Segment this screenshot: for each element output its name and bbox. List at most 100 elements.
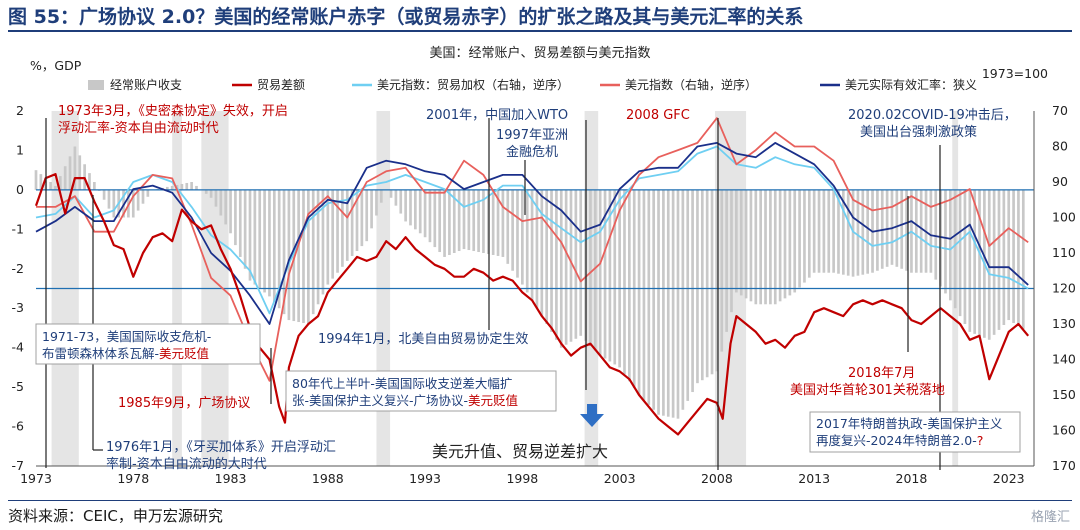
current-account-bar	[516, 189, 519, 278]
right-tick-label: 150	[1052, 387, 1076, 402]
current-account-bar	[574, 189, 578, 339]
x-tick-label: 1988	[312, 471, 344, 486]
current-account-bar	[307, 189, 310, 324]
x-tick-label: 2008	[701, 471, 733, 486]
down-arrow-icon	[580, 404, 604, 427]
current-account-bar	[963, 189, 967, 324]
current-account-bar	[268, 189, 271, 297]
current-account-bar	[496, 189, 500, 256]
current-account-bar	[457, 189, 461, 252]
left-tick-label: 2	[16, 103, 24, 118]
current-account-bar	[58, 176, 62, 190]
current-account-bar	[521, 189, 524, 285]
current-account-bar	[238, 189, 242, 257]
current-account-bar	[370, 189, 373, 229]
current-account-bar	[443, 189, 446, 257]
right-tick-label: 90	[1052, 174, 1068, 189]
x-tick-label: 1998	[506, 471, 538, 486]
current-account-bar	[219, 189, 223, 216]
current-account-bar	[248, 189, 252, 281]
current-account-bar	[744, 189, 748, 299]
right-tick-label: 140	[1052, 352, 1076, 367]
current-account-bar	[535, 189, 539, 309]
current-account-bar	[73, 146, 77, 190]
current-account-bar	[812, 189, 816, 273]
current-account-bar	[773, 189, 777, 305]
current-account-bar	[555, 189, 558, 340]
annotation-trump-1: 2017年特朗普执政-美国保护主义	[816, 416, 1003, 431]
current-account-bar	[637, 189, 641, 395]
current-account-bar	[336, 189, 339, 273]
annotation-gfc: 2008 GFC	[626, 108, 690, 123]
source-rule	[8, 500, 1072, 501]
trade-balance-line	[34, 173, 1030, 436]
current-account-bar	[297, 189, 300, 323]
current-account-bar	[423, 189, 427, 238]
current-account-bar	[939, 189, 942, 287]
legend-swatch-current-account	[88, 80, 104, 90]
annotation-crisis-2a: 布雷顿森林体系瓦解-	[42, 346, 159, 361]
annotation-nafta: 1994年1月，北美自由贸易协定生效	[318, 332, 528, 347]
annotation-covid-1: 2020.02COVID-19冲击后，	[848, 108, 1017, 123]
current-account-bar	[832, 189, 835, 273]
legend-label-usd-real-effective: 美元实际有效汇率：狭义	[845, 77, 977, 92]
current-account-bar	[1017, 189, 1020, 326]
current-account-bar	[900, 189, 904, 269]
current-account-bar	[944, 189, 947, 294]
current-account-bar	[365, 189, 369, 242]
current-account-bar	[477, 189, 480, 253]
current-account-bar	[997, 189, 1001, 330]
current-account-bar	[511, 189, 514, 271]
annotation-covid-2: 美国出台强刺激政策	[860, 124, 977, 140]
current-account-bar	[564, 189, 568, 345]
current-account-bar	[292, 189, 296, 322]
current-account-bar	[326, 189, 330, 285]
left-tick-label: -4	[12, 340, 25, 355]
current-account-bar	[710, 189, 714, 375]
current-account-bar	[321, 189, 325, 295]
current-account-bar	[49, 182, 52, 190]
current-account-bar	[311, 189, 315, 315]
current-account-bar	[739, 189, 743, 296]
current-account-bar	[467, 189, 471, 251]
current-account-bar	[662, 189, 665, 416]
current-account-bar	[136, 189, 140, 211]
current-account-bar	[657, 189, 660, 415]
right-tick-label: 100	[1052, 210, 1076, 225]
x-tick-label: 2023	[993, 471, 1025, 486]
current-account-bar	[803, 189, 806, 283]
annotation-wto: 2001年，中国加入WTO	[426, 108, 568, 123]
annotation-tariff-1: 2018年7月	[848, 366, 915, 381]
x-tick-label: 1983	[215, 471, 247, 486]
current-account-bar	[992, 189, 996, 335]
annotation-eighties-2a: 张-美国保护主义复兴-广场协议-	[292, 393, 468, 408]
current-account-bar	[788, 189, 792, 296]
chart-subtitle: 美国：经常账户、贸易差额与美元指数	[429, 45, 650, 61]
current-account-bar	[603, 189, 607, 359]
current-account-bar	[642, 189, 646, 400]
current-account-bar	[525, 189, 529, 293]
current-account-bar	[866, 189, 870, 274]
legend: 经常账户收支 贸易差额 美元指数：贸易加权（右轴，逆序） 美元指数（右轴，逆序）…	[88, 77, 977, 92]
annotations: 1973年3月，《史密森协定》失效，开启 浮动汇率-资本自由流动时代 1971-…	[42, 103, 1017, 472]
current-account-bar	[331, 189, 335, 279]
right-tick-label: 70	[1052, 103, 1068, 118]
current-account-bar	[282, 189, 286, 315]
current-account-bar	[34, 170, 38, 190]
current-account-bar	[569, 189, 573, 342]
annotation-bretton-woods-1: 1973年3月，《史密森协定》失效，开启	[58, 103, 288, 119]
current-account-bar	[93, 182, 96, 190]
current-account-bar	[953, 189, 957, 309]
current-account-bar	[793, 189, 797, 293]
current-account-bar	[379, 189, 383, 203]
current-account-bar	[647, 189, 651, 405]
current-account-bar	[837, 189, 840, 274]
current-account-bar	[277, 189, 281, 309]
current-account-bar	[316, 189, 320, 305]
current-account-bar	[399, 189, 403, 214]
axes: 2 1 0 -1 -2 -3 -4 -5 -6 -7 70 80 90 100 110 120 130 140 15…	[12, 103, 1076, 486]
current-account-bar	[798, 189, 801, 288]
current-account-bar	[530, 189, 534, 301]
title-rule	[8, 30, 1072, 32]
current-account-bar	[735, 189, 738, 293]
